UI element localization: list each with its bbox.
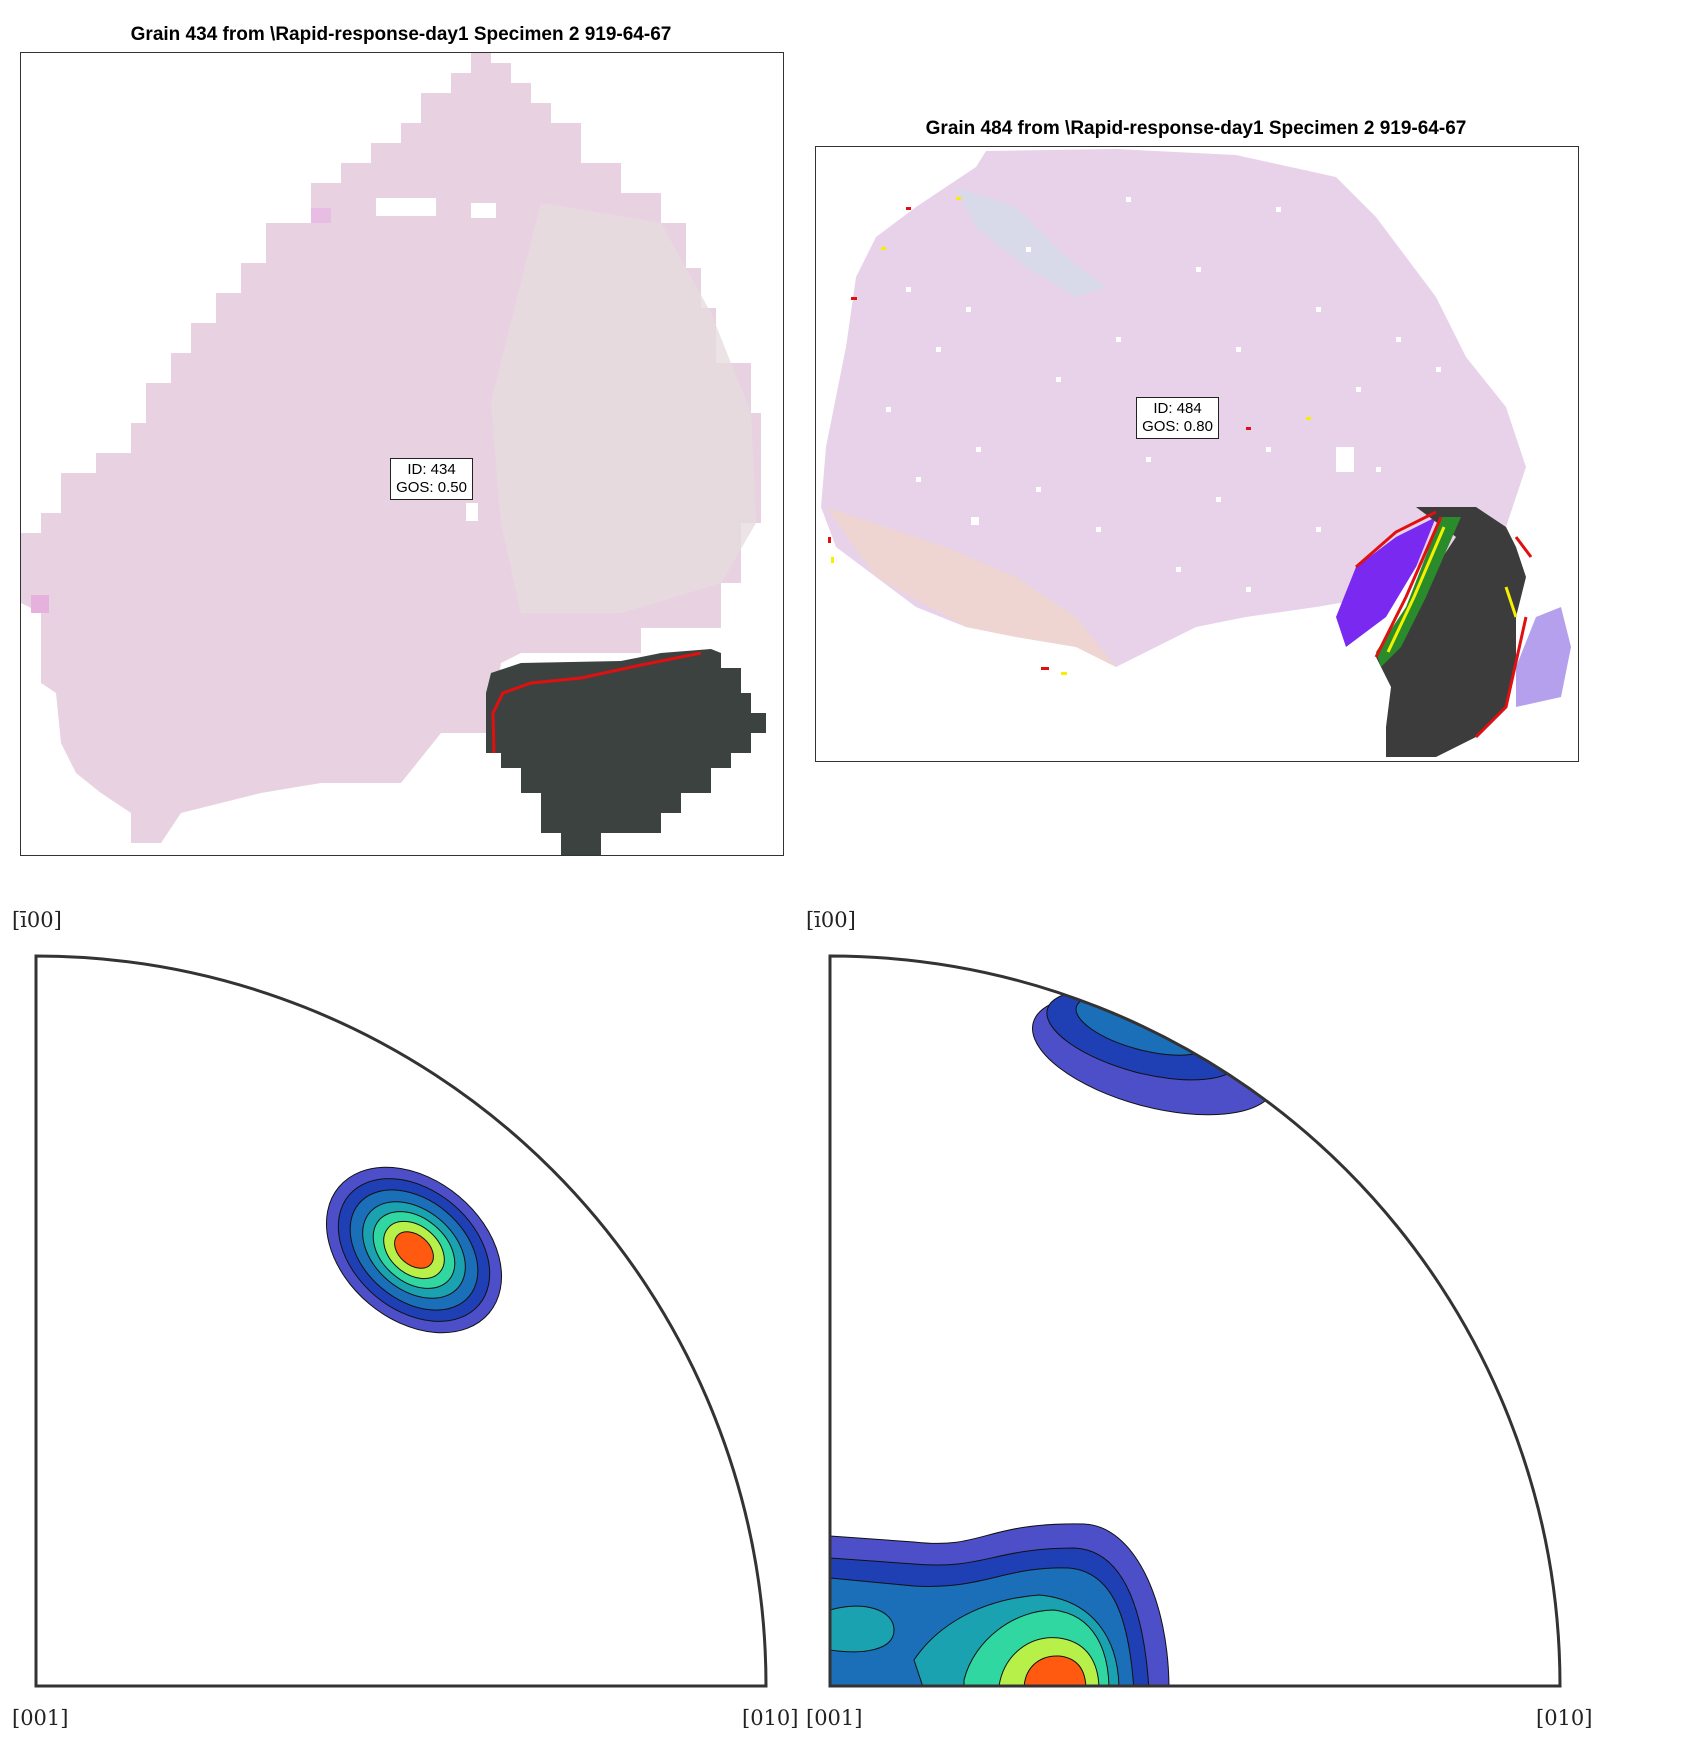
grain-434-title: Grain 434 from \Rapid-response-day1 Spec… [130, 24, 672, 45]
boundary-yellow [1386, 526, 1518, 653]
neighbor-lavender-grain [1516, 607, 1571, 707]
gap-region [466, 503, 478, 521]
grain-484-gos: GOS: 0.80 [1142, 418, 1213, 435]
grain-484-map-frame: ID: 484 GOS: 0.80 [815, 146, 1579, 762]
gap-region [376, 198, 436, 216]
grain-434-label-box: ID: 434 GOS: 0.50 [390, 458, 473, 500]
neighbor-dark-grain [1376, 507, 1526, 757]
grain-484-title: Grain 484 from \Rapid-response-day1 Spec… [925, 118, 1467, 139]
grain-boundary-line [491, 651, 702, 754]
contour-level-7 [394, 1231, 434, 1269]
scatter-pixels [876, 197, 1441, 592]
pf-484-origin-label: [001] [806, 1706, 863, 1730]
pf-484-outline [828, 954, 1562, 1688]
pixel-patch [311, 208, 331, 223]
gap-region [471, 203, 496, 218]
grain-484-map [821, 149, 1571, 757]
grain-434-id: ID: 434 [407, 461, 456, 478]
pf-434-origin-label: [001] [12, 1706, 69, 1730]
pf-484-right-label: [010] [1536, 1706, 1593, 1730]
pixel-patch [31, 595, 49, 613]
grain-484-peach-region [826, 507, 1116, 667]
pf-484-top-label: [ī00] [806, 908, 856, 932]
neighbor-grain-shape [486, 649, 766, 855]
grain-484-blue-streak [956, 187, 1106, 297]
pf-434-top-label: [ī00] [12, 908, 62, 932]
boundary-red [1355, 510, 1533, 739]
pf-484-plot [828, 954, 1562, 1688]
pf-434-right-label: [010] [742, 1706, 799, 1730]
grain-434-light-region [491, 203, 756, 613]
grain-434-map [21, 53, 766, 855]
grain-484-label-box: ID: 484 GOS: 0.80 [1136, 397, 1219, 439]
grain-434-map-frame: ID: 434 GOS: 0.50 [20, 52, 784, 856]
neighbor-purple-grain [1336, 517, 1436, 647]
boundary-specks [828, 197, 1311, 675]
contour-bottom-level-7 [1023, 1655, 1087, 1686]
grain-434-gos: GOS: 0.50 [396, 479, 467, 496]
grain-484-id: ID: 484 [1153, 400, 1202, 417]
pf-434-plot [34, 954, 768, 1688]
